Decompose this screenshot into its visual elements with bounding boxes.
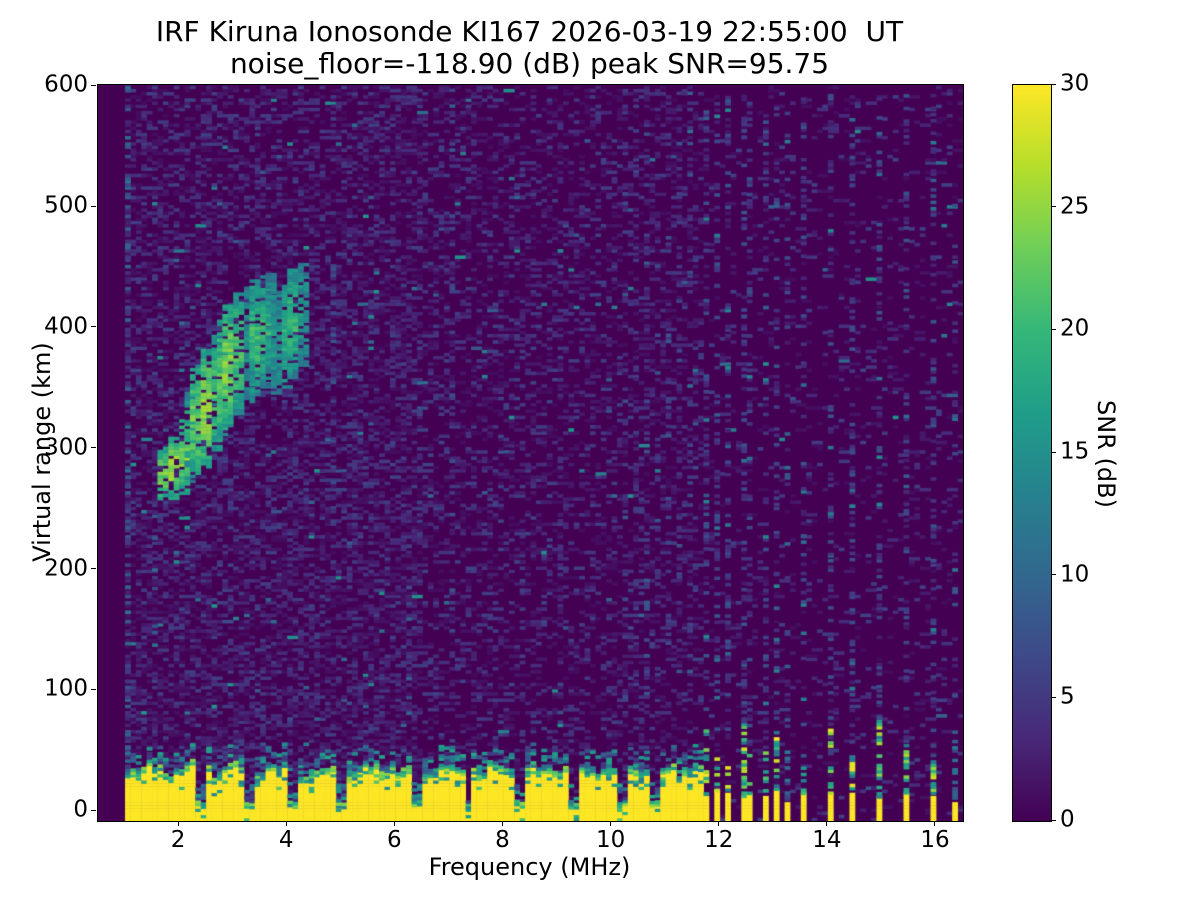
y-tick-label: 300 — [44, 434, 88, 461]
y-tick-label: 400 — [44, 313, 88, 340]
y-tick-mark — [91, 809, 96, 811]
x-tick-mark — [393, 821, 395, 826]
colorbar-label: SNR (dB) — [1092, 400, 1120, 508]
colorbar-tick-label: 5 — [1060, 683, 1075, 710]
plot-title-line-1: IRF Kiruna Ionosonde KI167 2026-03-19 22… — [155, 15, 904, 48]
colorbar-tick-mark — [1051, 206, 1056, 208]
colorbar-tick-label: 15 — [1060, 438, 1090, 465]
y-tick-label: 200 — [44, 555, 88, 582]
x-tick-mark — [285, 821, 287, 826]
x-tick-label: 8 — [495, 827, 510, 853]
x-tick-label: 12 — [704, 827, 734, 853]
colorbar-tick-label: 20 — [1060, 315, 1090, 342]
x-tick-mark — [718, 821, 720, 826]
y-tick-mark — [91, 568, 96, 570]
colorbar-tick-mark — [1051, 819, 1056, 821]
colorbar-tick-mark — [1051, 574, 1056, 576]
colorbar-tick-mark — [1051, 328, 1056, 330]
y-tick-label: 500 — [44, 192, 88, 219]
y-tick-mark — [91, 326, 96, 328]
colorbar — [1012, 84, 1052, 822]
x-tick-label: 16 — [920, 827, 950, 853]
x-tick-label: 14 — [812, 827, 842, 853]
x-tick-label: 4 — [278, 827, 294, 853]
plot-title-line-2: noise_floor=-118.90 (dB) peak SNR=95.75 — [229, 47, 830, 80]
x-axis-label: Frequency (MHz) — [428, 853, 631, 881]
heatmap-canvas — [98, 85, 963, 821]
colorbar-tick-mark — [1051, 83, 1056, 85]
y-tick-mark — [91, 447, 96, 449]
x-tick-mark — [826, 821, 828, 826]
colorbar-tick-mark — [1051, 696, 1056, 698]
x-tick-label: 6 — [387, 827, 402, 853]
y-tick-label: 100 — [44, 675, 88, 702]
y-axis-label: Virtual range (km) — [28, 342, 56, 562]
y-tick-mark — [91, 205, 96, 207]
colorbar-tick-mark — [1051, 451, 1056, 453]
x-tick-label: 10 — [595, 827, 626, 853]
colorbar-tick-label: 10 — [1060, 561, 1090, 588]
x-tick-mark — [501, 821, 503, 826]
y-tick-label: 0 — [73, 796, 88, 823]
colorbar-tick-label: 0 — [1060, 806, 1075, 833]
y-tick-label: 600 — [44, 71, 88, 98]
y-tick-mark — [91, 688, 96, 690]
y-tick-mark — [91, 84, 96, 86]
colorbar-tick-label: 25 — [1060, 193, 1090, 220]
ionogram-heatmap — [97, 84, 964, 822]
x-tick-mark — [610, 821, 612, 826]
x-tick-label: 2 — [170, 827, 186, 853]
colorbar-tick-label: 30 — [1060, 70, 1090, 97]
x-tick-mark — [177, 821, 179, 826]
x-tick-mark — [934, 821, 936, 826]
